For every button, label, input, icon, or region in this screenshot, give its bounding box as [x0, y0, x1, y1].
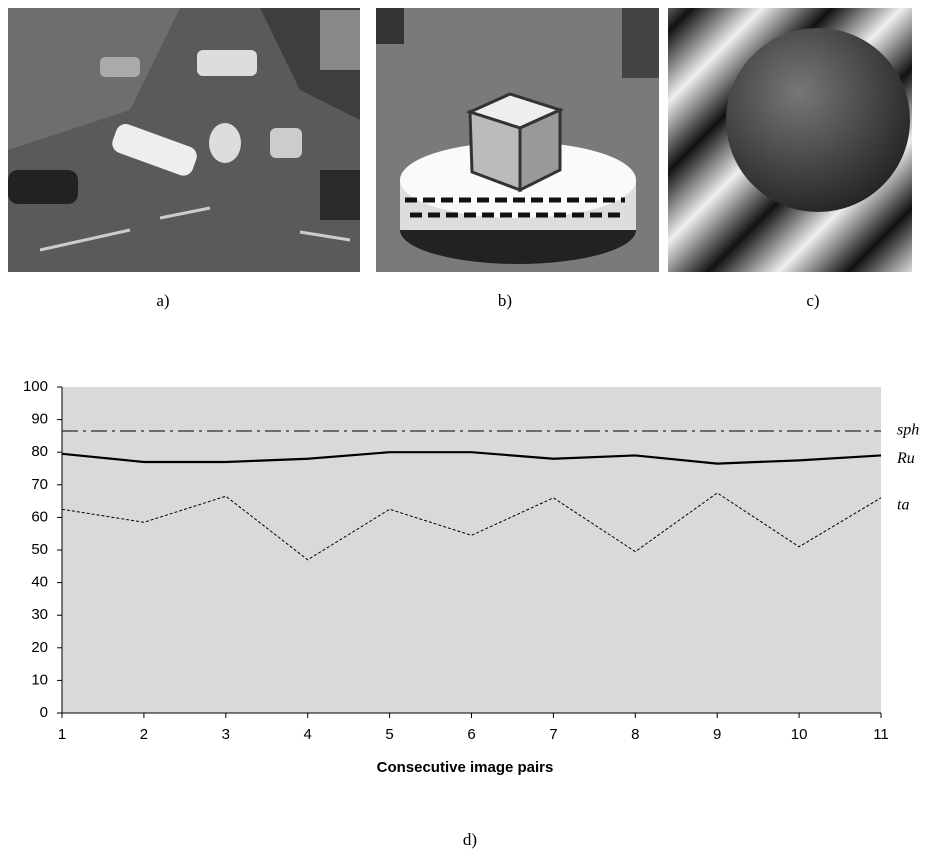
plot-background: [62, 387, 881, 713]
y-tick-label: 100: [23, 378, 48, 395]
x-tick-label: 7: [549, 726, 557, 743]
series-label: sph: [897, 422, 919, 439]
series-label: ta: [897, 497, 909, 514]
x-axis-label: Consecutive image pairs: [377, 759, 554, 776]
x-tick-label: 4: [304, 726, 312, 743]
photo-street: [8, 8, 360, 272]
photo-rubik: [376, 8, 659, 272]
y-tick-label: 30: [31, 606, 48, 623]
x-tick-label: 8: [631, 726, 639, 743]
y-tick-label: 50: [31, 541, 48, 558]
x-tick-label: 2: [140, 726, 148, 743]
x-tick-label: 3: [222, 726, 230, 743]
y-tick-label: 70: [31, 476, 48, 493]
x-tick-label: 11: [873, 726, 889, 743]
y-tick-label: 60: [31, 508, 48, 525]
x-tick-label: 10: [791, 726, 808, 743]
y-tick-label: 40: [31, 574, 48, 591]
x-tick-label: 9: [713, 726, 721, 743]
y-tick-label: 10: [31, 671, 48, 688]
chart-caption: d): [463, 830, 477, 849]
figure: a) b) c) d) Consecutive image pairs 0 10 2…: [0, 0, 927, 853]
x-tick-label: 5: [385, 726, 393, 743]
y-tick-label: 20: [31, 639, 48, 656]
y-tick-label: 90: [31, 411, 48, 428]
panel-caption: c): [806, 291, 819, 310]
y-tick-label: 0: [40, 704, 48, 721]
x-tick-label: 6: [467, 726, 475, 743]
panel-caption: a): [156, 291, 169, 310]
y-tick-label: 80: [31, 443, 48, 460]
x-tick-label: 1: [58, 726, 66, 743]
panel-caption: b): [498, 291, 512, 310]
series-label: Ru: [896, 450, 915, 467]
photo-sphere: [668, 8, 912, 272]
page: {"figure": {"panels": [{"caption": "a)"}…: [0, 0, 927, 853]
